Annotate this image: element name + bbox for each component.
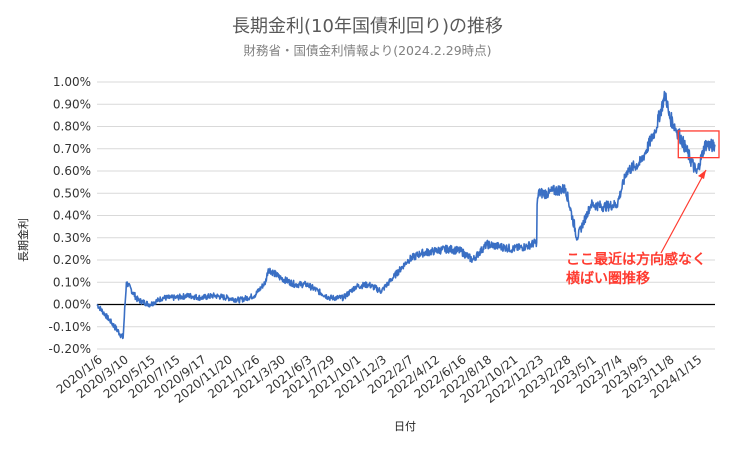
y-tick-label: 0.70%	[53, 142, 91, 156]
y-tick-label: 0.90%	[53, 97, 91, 111]
y-tick-label: 0.60%	[53, 164, 91, 178]
y-tick-label: 0.20%	[53, 253, 91, 267]
y-tick-label: -0.20%	[49, 342, 91, 356]
annotation-text: 横ばい圏推移	[566, 270, 650, 287]
y-axis-label: 長期金利	[16, 218, 30, 262]
y-tick-label: 1.00%	[53, 75, 91, 89]
x-axis-ticks: 2020/1/62020/3/102020/5/152020/7/152020/…	[54, 352, 705, 406]
gridlines	[97, 81, 715, 350]
series-line	[96, 90, 716, 340]
chart-subtitle: 財務省・国債金利情報より(2024.2.29時点)	[243, 43, 492, 58]
y-tick-label: 0.80%	[53, 120, 91, 134]
y-tick-label: 0.00%	[53, 298, 91, 312]
annotation-arrowhead	[698, 170, 706, 179]
highlight-box	[677, 130, 720, 159]
y-axis-ticks: 1.00% 0.90% 0.80% 0.70% 0.60% 0.50% 0.40% 0.30%…	[49, 75, 91, 356]
y-tick-label: 0.40%	[53, 209, 91, 223]
y-tick-label: -0.10%	[49, 320, 91, 334]
y-tick-label: 0.50%	[53, 186, 91, 200]
annotation-text: ここ最近は方向感なく	[566, 251, 706, 268]
chart-title: 長期金利(10年国債利回り)の推移	[232, 16, 503, 37]
series-group	[96, 90, 716, 340]
annotation-arrow	[660, 169, 707, 254]
x-axis-label: 日付	[394, 420, 416, 433]
y-tick-label: 0.10%	[53, 275, 91, 289]
y-tick-label: 0.30%	[53, 231, 91, 245]
